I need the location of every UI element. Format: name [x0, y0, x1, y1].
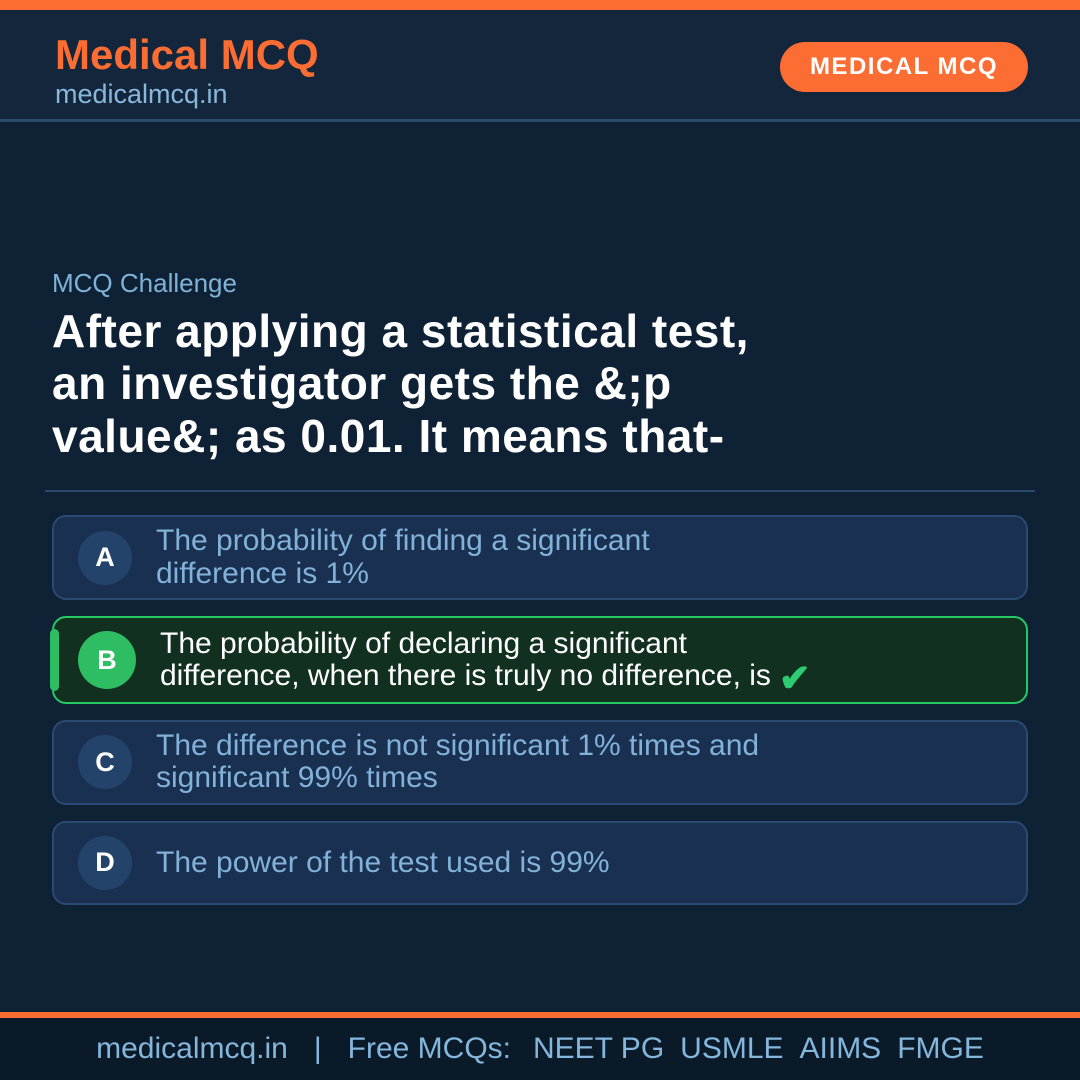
option-b-line2-text: difference, when there is truly no diffe… — [160, 659, 771, 693]
footer-exam-usmle: USMLE — [680, 1032, 784, 1065]
option-c-line: significant 99% times — [156, 761, 438, 795]
mcq-challenge-label: MCQ Challenge — [52, 268, 237, 298]
option-d-line: The power of the test used is 99% — [156, 845, 610, 879]
brand-title: Medical MCQ — [55, 30, 319, 78]
option-d[interactable]: D The power of the test used is 99% — [52, 820, 1028, 905]
footer-exam-neetpg: NEET PG — [533, 1032, 665, 1065]
brand-subtitle: medicalmcq.in — [55, 79, 228, 110]
option-d-text: The power of the test used is 99% — [156, 845, 610, 879]
option-b-line: difference, when there is truly no diffe… — [160, 659, 811, 698]
option-b-text: The probability of declaring a significa… — [160, 626, 811, 698]
option-a-line: difference is 1% — [156, 556, 369, 590]
option-b-line: The probability of declaring a significa… — [160, 626, 687, 660]
question-line: After applying a statistical test, — [52, 305, 749, 357]
option-a-text: The probability of finding a significant… — [156, 524, 650, 590]
option-c-letter-circle: C — [78, 735, 132, 790]
brand-block: Medical MCQ medicalmcq.in — [55, 30, 319, 110]
option-a[interactable]: A The probability of finding a significa… — [52, 515, 1028, 601]
checkmark-icon: ✔ — [778, 658, 811, 701]
footer-exam-aiims: AIIMS — [799, 1032, 882, 1065]
footer-exam-fmge: FMGE — [897, 1032, 984, 1065]
question-line: an investigator gets the &;p — [52, 357, 672, 410]
footer-site: medicalmcq.in — [96, 1032, 288, 1065]
footer-tagline: Free MCQs: — [347, 1032, 511, 1065]
question-text: After applying a statistical test, an in… — [52, 305, 1028, 462]
correct-accent-bar — [50, 629, 59, 692]
main-content: MCQ Challenge After applying a statistic… — [0, 268, 1080, 905]
brand-badge: MEDICAL MCQ — [779, 41, 1028, 92]
option-a-line: The probability of finding a significant — [156, 524, 650, 558]
option-c-text: The difference is not significant 1% tim… — [156, 729, 760, 795]
option-a-letter-circle: A — [78, 530, 132, 585]
footer: medicalmcq.in | Free MCQs: NEET PG USMLE… — [0, 1012, 1080, 1080]
option-d-letter-circle: D — [78, 835, 132, 890]
top-accent-bar — [0, 0, 1080, 10]
options-list: A The probability of finding a significa… — [50, 515, 1028, 905]
question-options-divider — [45, 490, 1035, 493]
question-line: value&; as 0.01. It means that- — [52, 409, 725, 462]
option-b-letter-circle: B — [78, 631, 136, 690]
option-b-correct[interactable]: B The probability of declaring a signifi… — [50, 616, 1028, 705]
header: Medical MCQ medicalmcq.in MEDICAL MCQ — [0, 10, 1080, 122]
footer-separator: | — [313, 1032, 322, 1065]
option-c-line: The difference is not significant 1% tim… — [156, 729, 760, 763]
option-c[interactable]: C The difference is not significant 1% t… — [52, 720, 1028, 805]
